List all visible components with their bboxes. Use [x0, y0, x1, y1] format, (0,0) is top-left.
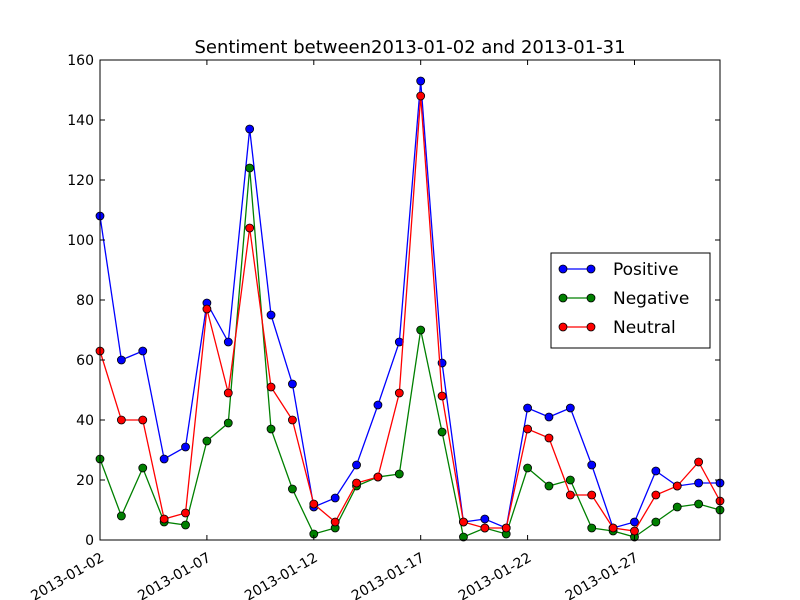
- data-point-neutral: [587, 490, 597, 500]
- data-point-neutral: [352, 478, 361, 488]
- data-point-positive: [630, 517, 639, 527]
- data-point-positive: [373, 400, 383, 410]
- data-point-negative: [459, 532, 468, 542]
- data-point-neutral: [223, 388, 233, 398]
- data-point-positive: [116, 355, 126, 365]
- data-point-positive: [694, 478, 704, 488]
- data-point-positive: [138, 346, 148, 356]
- data-point-positive: [352, 460, 361, 470]
- data-point-negative: [223, 418, 233, 428]
- data-point-neutral: [373, 472, 383, 482]
- data-point-positive: [266, 310, 276, 320]
- data-point-positive: [523, 403, 532, 413]
- data-point-neutral: [523, 424, 532, 434]
- legend-label-neutral: Neutral: [613, 318, 676, 338]
- data-point-neutral: [544, 433, 554, 443]
- data-point-neutral: [138, 415, 148, 425]
- data-point-neutral: [630, 526, 639, 536]
- data-point-positive: [245, 124, 255, 134]
- legend-label-positive: Positive: [613, 260, 679, 280]
- data-point-negative: [266, 424, 276, 434]
- data-point-negative: [394, 469, 404, 479]
- x-tick-label: 2013-01-12: [242, 550, 320, 600]
- series-layer: [95, 76, 725, 542]
- data-point-positive: [544, 412, 554, 422]
- y-tick-label: 20: [76, 473, 94, 489]
- data-point-neutral: [480, 523, 490, 533]
- x-tick-label: 2013-01-27: [563, 550, 641, 600]
- x-tick-label: 2013-01-02: [28, 550, 106, 600]
- legend-marker-negative: [586, 293, 596, 303]
- x-tick-label: 2013-01-07: [135, 550, 213, 600]
- data-point-neutral: [245, 223, 255, 233]
- data-point-positive: [416, 76, 426, 86]
- data-point-positive: [330, 493, 340, 503]
- data-point-positive: [565, 403, 575, 413]
- data-point-negative: [245, 163, 255, 173]
- y-tick-label: 120: [67, 173, 94, 189]
- data-point-negative: [416, 325, 426, 335]
- data-point-negative: [672, 502, 682, 512]
- y-tick-label: 80: [76, 293, 94, 309]
- data-point-neutral: [565, 490, 575, 500]
- data-point-neutral: [501, 523, 511, 533]
- data-point-positive: [288, 379, 297, 389]
- y-tick-label: 40: [76, 413, 94, 429]
- data-point-neutral: [330, 517, 340, 527]
- data-point-neutral: [266, 382, 276, 392]
- data-point-positive: [394, 337, 404, 347]
- data-point-neutral: [181, 508, 190, 518]
- legend-marker-neutral: [586, 322, 596, 332]
- y-tick-label: 140: [67, 113, 94, 129]
- data-point-neutral: [288, 415, 297, 425]
- data-point-positive: [480, 514, 490, 524]
- x-tick-label: 2013-01-17: [349, 550, 427, 600]
- data-point-neutral: [437, 391, 447, 401]
- data-point-neutral: [394, 388, 404, 398]
- data-point-negative: [181, 520, 190, 530]
- series-negative: [95, 163, 725, 542]
- data-point-neutral: [672, 481, 682, 491]
- data-point-negative: [288, 484, 297, 494]
- data-point-positive: [159, 454, 169, 464]
- series-line-negative: [99, 167, 721, 538]
- chart-title: Sentiment between2013-01-02 and 2013-01-…: [194, 37, 625, 58]
- data-point-negative: [587, 523, 597, 533]
- series-neutral: [95, 91, 725, 536]
- data-point-positive: [223, 337, 233, 347]
- data-point-neutral: [159, 514, 169, 524]
- data-point-neutral: [651, 490, 661, 500]
- data-point-negative: [116, 511, 126, 521]
- legend-marker-neutral: [558, 322, 568, 332]
- data-point-positive: [587, 460, 597, 470]
- data-point-negative: [523, 463, 532, 473]
- data-point-neutral: [416, 91, 426, 101]
- data-point-negative: [565, 475, 575, 485]
- data-point-positive: [651, 466, 661, 476]
- legend-marker-negative: [558, 293, 568, 303]
- data-point-negative: [694, 499, 704, 509]
- legend: Positive Negative Neutral: [550, 252, 711, 349]
- y-tick-label: 160: [67, 53, 94, 69]
- legend-marker-positive: [558, 264, 568, 274]
- data-point-negative: [138, 463, 148, 473]
- data-point-neutral: [309, 499, 319, 509]
- x-tick-label: 2013-01-22: [456, 550, 534, 600]
- y-tick-label: 100: [67, 233, 94, 249]
- y-tick-label: 60: [76, 353, 94, 369]
- data-point-neutral: [694, 457, 704, 467]
- data-point-negative: [202, 436, 212, 446]
- data-point-neutral: [459, 517, 468, 527]
- data-point-neutral: [608, 523, 618, 533]
- data-point-negative: [651, 517, 661, 527]
- legend-label-negative: Negative: [613, 289, 689, 309]
- data-point-neutral: [202, 304, 212, 314]
- legend-marker-positive: [586, 264, 596, 274]
- y-tick-label: 0: [85, 533, 94, 549]
- data-point-negative: [437, 427, 447, 437]
- data-point-neutral: [116, 415, 126, 425]
- data-point-negative: [544, 481, 554, 491]
- data-point-positive: [181, 442, 190, 452]
